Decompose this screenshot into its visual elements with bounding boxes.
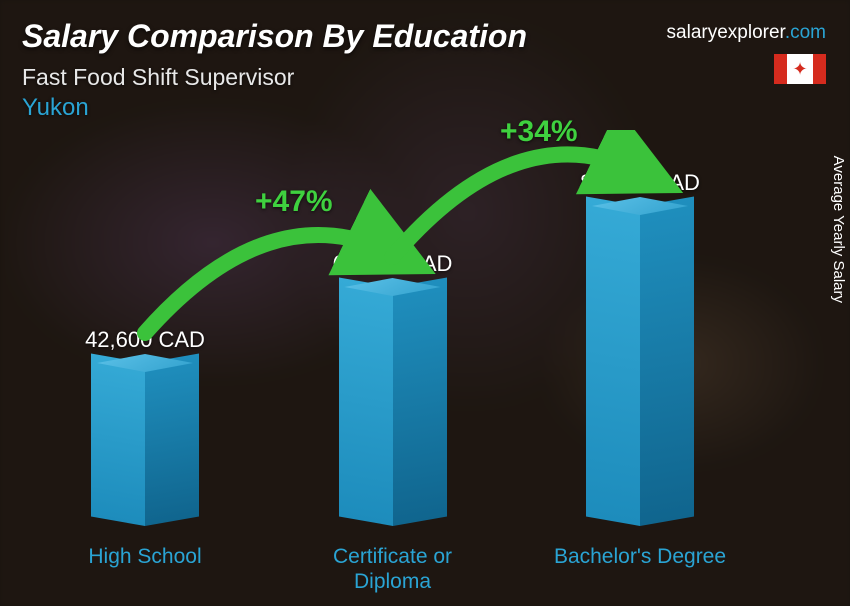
page-title: Salary Comparison By Education <box>22 18 527 55</box>
bar-front-face <box>339 277 393 526</box>
content-layer: Salary Comparison By Education Fast Food… <box>0 0 850 606</box>
bar-certificate-or-diploma: 62,500 CAD Certificate or Diploma <box>328 251 458 526</box>
flag-band-right <box>813 54 826 84</box>
bar-category-label: Bachelor's Degree <box>540 544 740 569</box>
bar-side-face <box>393 277 447 526</box>
country-flag-icon: ✦ <box>774 54 826 84</box>
y-axis-label: Average Yearly Salary <box>830 156 847 303</box>
bar-chart: 42,600 CAD High School 62,500 CAD Certifica… <box>40 130 790 576</box>
bar-side-face <box>145 353 199 526</box>
brand-suffix: .com <box>785 22 826 43</box>
bar-value-label: 83,800 CAD <box>580 170 700 196</box>
jump-percent-label: +34% <box>500 115 578 149</box>
region-label: Yukon <box>22 94 89 122</box>
bar-category-label: Certificate or Diploma <box>293 544 493 594</box>
bar-front-face <box>91 353 145 526</box>
bar-high-school: 42,600 CAD High School <box>80 327 210 526</box>
bar-category-label: High School <box>45 544 245 569</box>
jump-percent-label: +47% <box>255 185 333 219</box>
bar-shape: Certificate or Diploma <box>333 287 453 526</box>
brand-logo: salaryexplorer.com <box>667 22 826 44</box>
maple-leaf-icon: ✦ <box>792 60 807 78</box>
bar-value-label: 42,600 CAD <box>85 327 205 353</box>
page-subtitle: Fast Food Shift Supervisor <box>22 64 294 91</box>
bar-bachelor-s-degree: 83,800 CAD Bachelor's Degree <box>575 170 705 526</box>
flag-center: ✦ <box>787 54 813 84</box>
flag-band-left <box>774 54 787 84</box>
brand-main: salaryexplorer <box>667 22 785 43</box>
bar-front-face <box>586 196 640 526</box>
bar-shape: Bachelor's Degree <box>580 206 700 526</box>
bar-shape: High School <box>85 363 205 526</box>
bar-value-label: 62,500 CAD <box>333 251 453 277</box>
bar-side-face <box>640 196 694 526</box>
